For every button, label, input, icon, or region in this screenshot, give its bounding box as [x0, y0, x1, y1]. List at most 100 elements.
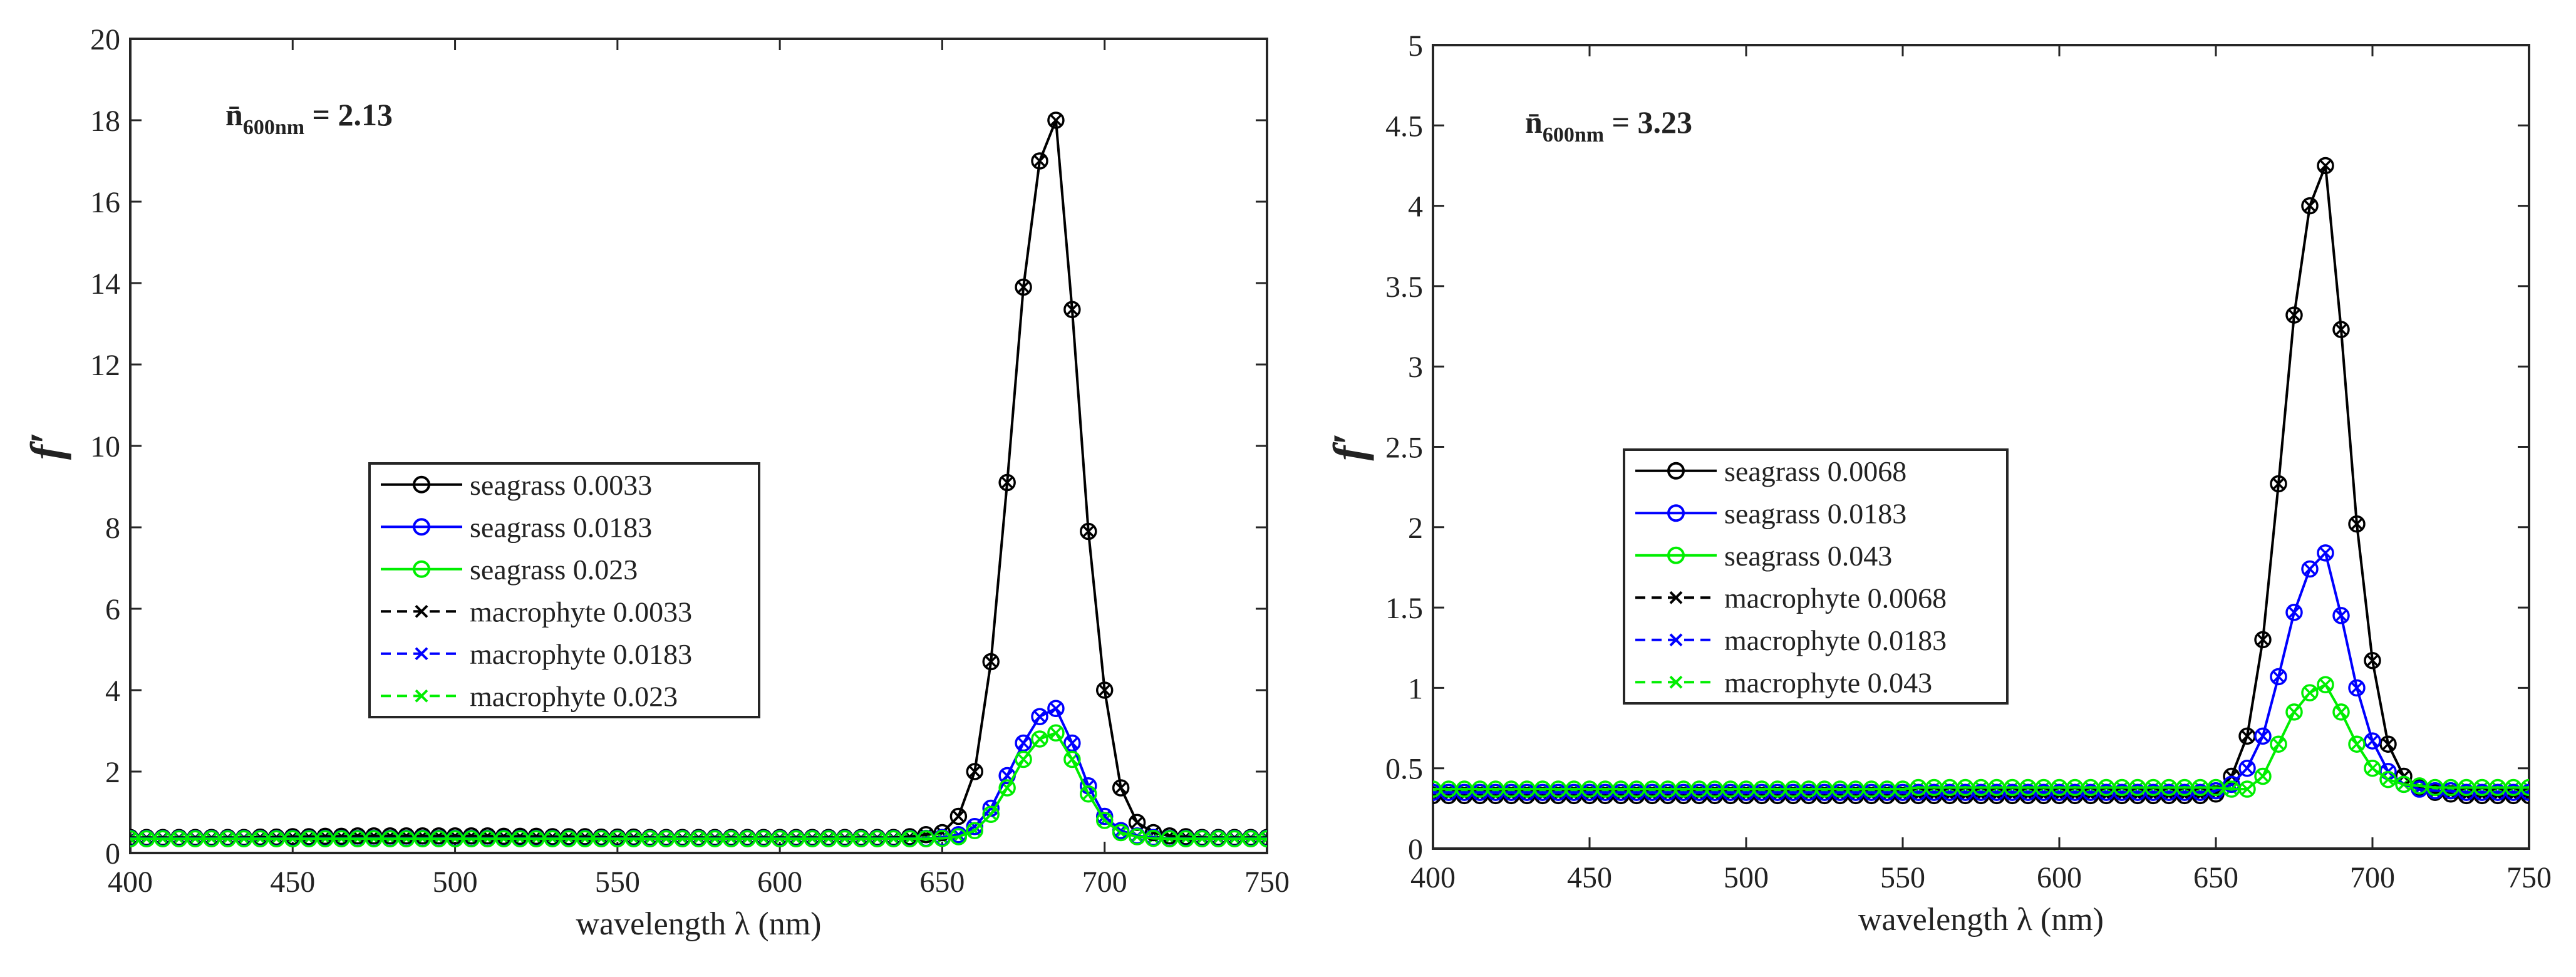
- x-tick-label: 500: [433, 866, 478, 899]
- y-tick-label: 18: [90, 105, 120, 138]
- x-tick-label: 500: [1724, 861, 1769, 894]
- data-point-circle: [560, 830, 577, 847]
- data-point-circle: [2379, 770, 2397, 788]
- data-point-circle: [2285, 703, 2303, 721]
- data-point-circle: [592, 830, 610, 847]
- legend-label: seagrass 0.0033: [470, 469, 652, 501]
- y-tick-label: 0: [1408, 833, 1423, 866]
- data-point-circle: [154, 830, 172, 847]
- legend-item: seagrass 0.0183: [381, 511, 652, 543]
- data-point-circle: [933, 829, 951, 847]
- data-point-circle: [949, 828, 968, 845]
- data-point-circle: [982, 805, 1000, 823]
- data-point-circle: [1112, 779, 1130, 797]
- x-axis-label: wavelength λ (nm): [576, 906, 822, 942]
- data-point-circle: [1193, 830, 1211, 847]
- data-point-circle: [2270, 668, 2287, 686]
- data-point-circle: [2364, 652, 2381, 669]
- data-point-circle: [2364, 732, 2381, 750]
- data-point-circle: [2348, 515, 2366, 533]
- data-point-circle: [1063, 734, 1081, 752]
- data-point-circle: [2348, 735, 2366, 753]
- y-tick-label: 4: [1408, 190, 1423, 224]
- data-point-circle: [2285, 306, 2303, 324]
- data-point-circle: [1112, 824, 1130, 842]
- data-point-circle: [884, 830, 903, 847]
- x-tick-label: 400: [1410, 861, 1456, 894]
- legend-label: macrophyte 0.0183: [470, 638, 692, 670]
- x-tick-label: 550: [595, 866, 640, 899]
- data-point-circle: [349, 830, 366, 847]
- legend-label: macrophyte 0.023: [470, 680, 678, 712]
- legend-item: macrophyte 0.0183: [381, 638, 692, 670]
- legend-item: seagrass 0.0183: [1635, 497, 1906, 529]
- legend-label: macrophyte 0.043: [1724, 666, 1932, 698]
- legend-marker-circle: [413, 518, 430, 536]
- data-point-circle: [1242, 830, 1260, 847]
- data-point-circle: [2238, 759, 2256, 777]
- legend: seagrass 0.0033 seagrass 0.0183 seagrass 0…: [368, 462, 760, 718]
- y-tick-label: 5: [1408, 29, 1423, 63]
- legend-marker-cross: [1669, 633, 1683, 647]
- legend-item: seagrass 0.023: [381, 554, 638, 586]
- data-point-circle: [2301, 560, 2319, 578]
- legend-item: macrophyte 0.023: [381, 680, 678, 712]
- x-tick-label: 650: [919, 866, 965, 899]
- series-line: [1433, 683, 2529, 791]
- annotation-subscript: 600nm: [243, 116, 304, 139]
- data-point-circle: [186, 830, 204, 847]
- data-point-circle: [2238, 780, 2256, 798]
- data-point-circle: [219, 830, 237, 847]
- data-point-circle: [2223, 775, 2240, 793]
- legend-item: macrophyte 0.0183: [1635, 624, 1947, 656]
- data-point-circle: [1015, 734, 1032, 752]
- data-point-cross: [2523, 782, 2529, 793]
- x-tick-label: 750: [1244, 866, 1290, 899]
- legend-box: [1623, 448, 2009, 705]
- legend-label: macrophyte 0.0033: [470, 596, 692, 628]
- y-tick-label: 20: [90, 23, 120, 56]
- x-axis-label: wavelength λ (nm): [1858, 902, 2104, 938]
- data-point-circle: [430, 830, 448, 847]
- series-seagrass-0-023: [130, 724, 1267, 847]
- data-point-circle: [202, 830, 220, 847]
- y-axis-label: f′: [1324, 433, 1374, 460]
- data-point-circle: [300, 830, 318, 847]
- data-point-circle: [998, 779, 1016, 797]
- data-point-circle: [771, 830, 789, 847]
- data-point-circle: [398, 830, 415, 847]
- data-point-circle: [1063, 750, 1081, 768]
- data-point-circle: [949, 807, 968, 825]
- data-point-circle: [2285, 604, 2303, 621]
- data-point-circle: [2332, 607, 2350, 624]
- data-point-circle: [2301, 684, 2319, 701]
- y-tick-label: 14: [90, 267, 120, 301]
- data-point-circle: [755, 830, 772, 847]
- y-tick-label: 12: [90, 349, 120, 382]
- data-point-circle: [673, 830, 691, 847]
- data-point-circle: [284, 830, 302, 847]
- data-point-circle: [446, 830, 464, 847]
- legend-item: seagrass 0.0068: [1635, 455, 1906, 487]
- x-tick-label: 600: [757, 866, 802, 899]
- legend-marker-circle: [1667, 546, 1685, 564]
- data-point-circle: [2332, 321, 2350, 338]
- data-point-circle: [1144, 829, 1162, 847]
- y-tick-label: 6: [105, 593, 120, 626]
- data-point-circle: [836, 830, 854, 847]
- left-chart-panel: 400 450 500 550 600 650 700 750 0 2 4 6 8 10 12 14 16 18 2…: [21, 23, 1290, 942]
- data-point-circle: [966, 763, 984, 780]
- data-point-circle: [738, 830, 757, 847]
- y-tick-label: 2: [105, 756, 120, 789]
- data-point-circle: [251, 830, 269, 847]
- data-point-circle: [706, 830, 724, 847]
- data-point-circle: [1031, 152, 1048, 170]
- data-point-circle: [804, 830, 821, 847]
- annotation-value: = 2.13: [304, 97, 393, 132]
- y-tick-label: 4: [105, 675, 120, 708]
- series-line: [130, 731, 1267, 840]
- data-point-circle: [2254, 727, 2272, 745]
- data-point-circle: [2317, 544, 2334, 562]
- x-tick-label: 600: [2037, 861, 2082, 894]
- legend-marker-cross: [415, 604, 428, 618]
